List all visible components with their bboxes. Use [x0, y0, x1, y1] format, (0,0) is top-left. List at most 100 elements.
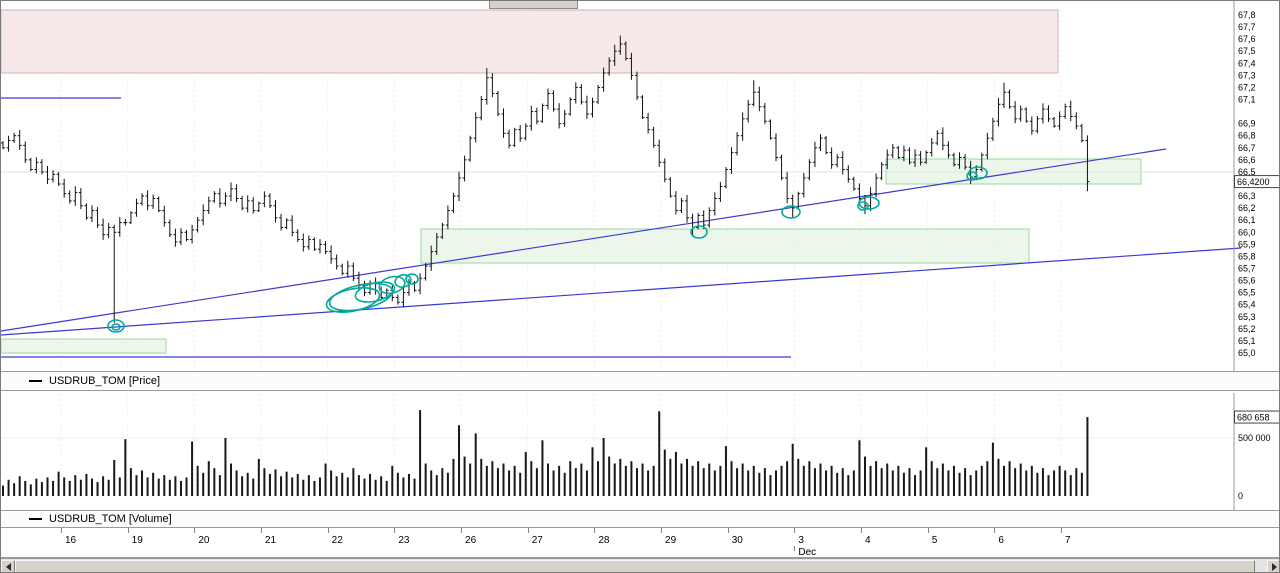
annotation-ellipse[interactable] — [857, 201, 869, 211]
annotation-ellipse[interactable] — [327, 279, 395, 316]
time-axis-label: 19 — [131, 535, 143, 546]
time-axis-tick — [194, 528, 196, 533]
time-axis-label: 27 — [531, 535, 543, 546]
price-axis-label: 66,5 — [1238, 167, 1256, 177]
annotation-ellipse[interactable] — [858, 196, 880, 210]
price-axis-label: 66,0 — [1238, 227, 1256, 237]
price-axis-label: 66,8 — [1238, 131, 1256, 141]
time-axis-label: 5 — [931, 535, 938, 546]
price-axis-label: 67,3 — [1238, 70, 1256, 80]
annotation-ellipse[interactable] — [394, 273, 413, 289]
time-axis-label: 26 — [465, 535, 477, 546]
month-label: Dec — [798, 547, 817, 558]
volume-axis-label: 500 000 — [1238, 433, 1271, 443]
last-volume-marker — [1234, 410, 1279, 424]
time-axis-tick — [61, 528, 62, 533]
volume-axis[interactable]: 500 000 0 680 658 — [1233, 393, 1280, 511]
price-axis-label: 66,9 — [1238, 119, 1256, 129]
price-axis-label: 67,8 — [1238, 10, 1256, 20]
annotation-ellipse[interactable] — [324, 284, 381, 317]
price-axis-label: 66,3 — [1238, 191, 1256, 201]
time-axis-tick — [1061, 528, 1063, 533]
time-axis-label: 23 — [398, 535, 410, 546]
time-axis-label: 6 — [998, 535, 1004, 546]
price-axis-label: 66,6 — [1238, 155, 1256, 165]
price-pane[interactable]: 67,8 67,7 67,6 67,5 67,4 67,3 67,2 67,1 66,9 66,8… — [1, 1, 1280, 372]
annotation-ellipse[interactable] — [690, 225, 708, 239]
scroll-right-button[interactable] — [1267, 560, 1280, 572]
annotation-ellipse[interactable] — [405, 273, 419, 285]
last-price-marker — [1234, 175, 1279, 189]
annotation-zones — [1, 9, 1142, 354]
scroll-right-icon — [1271, 563, 1280, 571]
time-axis-label: 3 — [798, 535, 804, 546]
price-axis-label: 65,7 — [1238, 264, 1256, 274]
price-grid — [1, 10, 1234, 371]
price-axis-label: 65,2 — [1238, 324, 1256, 334]
price-axis-label: 65,0 — [1238, 348, 1256, 358]
time-axis-tick — [527, 528, 529, 533]
support-zone-low[interactable] — [1, 338, 167, 354]
price-axis-label: 65,8 — [1238, 251, 1256, 261]
price-axis-label: 67,6 — [1238, 34, 1256, 44]
price-axis-label: 65,4 — [1238, 300, 1256, 310]
price-axis-label: 66,2 — [1238, 203, 1256, 213]
pane-splitter-handle[interactable] — [489, 1, 578, 9]
price-axis-label: 65,6 — [1238, 276, 1256, 286]
last-price-marker-label: 66,4200 — [1237, 177, 1270, 187]
time-axis-tick — [127, 528, 129, 533]
annotation-ellipse[interactable] — [353, 278, 396, 305]
price-axis-label: 65,9 — [1238, 239, 1256, 249]
resistance-zone[interactable] — [1, 9, 1059, 74]
volume-pane[interactable]: 500 000 0 680 658 — [1, 393, 1280, 511]
time-axis[interactable]: 16 19 20 21 22 23 26 27 28 29 30 3 4 5 6 7 Dec — [1, 528, 1279, 558]
time-axis-label: 20 — [198, 535, 210, 546]
price-axis-label: 67,1 — [1238, 95, 1256, 105]
time-axis-tick — [261, 528, 262, 533]
support-zone-mid[interactable] — [420, 228, 1030, 264]
time-axis-tick — [394, 528, 396, 533]
time-axis-label: 21 — [265, 535, 277, 546]
price-axis-label: 65,5 — [1238, 288, 1256, 298]
line-style-icon — [29, 380, 42, 382]
time-axis-label: 29 — [665, 535, 677, 546]
last-volume-marker-label: 680 658 — [1237, 413, 1270, 423]
scrollbar-thumb[interactable] — [15, 560, 1255, 572]
annotation-ellipse[interactable] — [377, 274, 406, 296]
price-axis-label: 67,7 — [1238, 22, 1256, 32]
time-axis-label: 4 — [865, 535, 871, 546]
annotation-ellipse[interactable] — [107, 319, 125, 333]
time-axis-tick — [727, 528, 729, 533]
trend-lines — [1, 97, 1242, 358]
volume-pane-legend: USDRUB_TOM [Volume] — [1, 510, 1279, 528]
time-axis-tick — [461, 528, 463, 533]
price-axis-label: 67,4 — [1238, 58, 1256, 68]
volume-series — [2, 410, 1089, 496]
h-scrollbar[interactable] — [1, 558, 1280, 572]
price-axis-label: 66,1 — [1238, 215, 1256, 225]
annotation-ellipse[interactable] — [781, 205, 801, 219]
volume-legend-label: USDRUB_TOM [Volume] — [49, 513, 172, 525]
time-axis-tick — [927, 528, 929, 533]
annotation-ellipse[interactable] — [111, 323, 121, 331]
price-axis[interactable]: 67,8 67,7 67,6 67,5 67,4 67,3 67,2 67,1 66,9 66,8… — [1233, 1, 1280, 372]
price-axis-label: 65,3 — [1238, 312, 1256, 322]
time-axis-tick — [594, 528, 596, 533]
time-axis-label: 30 — [731, 535, 743, 546]
scroll-left-button[interactable] — [1, 560, 15, 572]
time-axis-tick — [661, 528, 663, 533]
price-axis-label: 67,2 — [1238, 82, 1256, 92]
time-axis-label: 28 — [598, 535, 610, 546]
price-axis-label: 67,5 — [1238, 46, 1256, 56]
time-axis-tick — [994, 528, 996, 533]
annotation-ellipse[interactable] — [966, 171, 978, 181]
scroll-left-icon — [2, 563, 11, 571]
time-axis-tick — [327, 528, 329, 533]
trend-line-shallow[interactable] — [1, 247, 1242, 336]
time-axis-label: 22 — [331, 535, 343, 546]
price-legend-label: USDRUB_TOM [Price] — [49, 375, 161, 387]
time-axis-tick — [861, 528, 863, 533]
price-axis-label: 65,1 — [1238, 336, 1256, 346]
time-axis-tick — [794, 528, 796, 533]
